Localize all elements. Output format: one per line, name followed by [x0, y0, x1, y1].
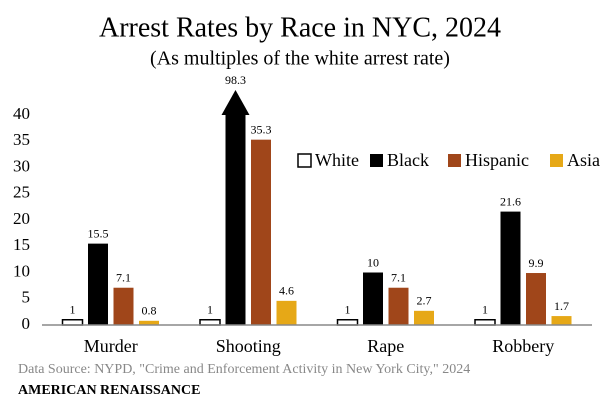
bar [551, 316, 572, 325]
brand: AMERICAN RENAISSANCE [18, 383, 200, 398]
value-label: 0.8 [142, 304, 157, 318]
y-tick-label: 25 [13, 183, 30, 202]
bar [276, 300, 297, 325]
y-tick-label: 5 [22, 288, 31, 307]
y-tick-label: 20 [13, 209, 30, 228]
bar [388, 287, 409, 325]
bar [61, 319, 84, 326]
bar [113, 287, 134, 325]
y-tick-label: 35 [13, 130, 30, 149]
value-label: 35.3 [251, 122, 272, 136]
legend-label: Asian [567, 150, 600, 170]
chart-title: Arrest Rates by Race in NYC, 2024 [99, 12, 501, 43]
value-label: 10 [367, 255, 379, 269]
value-label: 4.6 [279, 284, 294, 298]
y-tick-label: 0 [22, 314, 31, 333]
y-tick-label: 30 [13, 156, 30, 175]
x-tick-label: Rape [367, 336, 404, 356]
legend-swatch [297, 153, 312, 168]
bar [363, 272, 383, 325]
bar [474, 319, 496, 326]
legend-swatch [550, 154, 563, 167]
value-label: 7.1 [391, 270, 406, 284]
legend-label: Hispanic [465, 150, 529, 170]
bar [500, 211, 521, 325]
legend-swatch [370, 154, 383, 167]
y-tick-label: 15 [13, 235, 30, 254]
value-label: 1 [70, 303, 76, 317]
y-tick-label: 10 [13, 261, 30, 280]
bar [225, 115, 246, 326]
value-label: 1 [207, 303, 213, 317]
bar [526, 273, 546, 325]
value-label: 1.7 [554, 299, 569, 313]
y-tick-label: 40 [13, 104, 30, 123]
x-tick-label: Robbery [492, 336, 554, 356]
bars [61, 115, 572, 326]
source-note: Data Source: NYPD, "Crime and Enforcemen… [18, 362, 470, 377]
bar [199, 319, 221, 326]
value-label: 21.6 [500, 194, 521, 208]
legend-swatch [448, 154, 461, 167]
value-label: 9.9 [529, 256, 544, 270]
legend-label: White [315, 150, 359, 170]
value-label: 7.1 [116, 270, 131, 284]
bar [414, 310, 434, 325]
bar [88, 243, 108, 325]
value-label: 15.5 [88, 226, 109, 240]
x-tick-label: Shooting [216, 336, 281, 356]
value-label: 1 [345, 303, 351, 317]
chart-subtitle: (As multiples of the white arrest rate) [150, 48, 450, 70]
bar [336, 319, 359, 326]
x-tick-label: Murder [84, 336, 138, 356]
legend-label: Black [387, 150, 429, 170]
bar [139, 320, 159, 325]
value-label: 1 [482, 303, 488, 317]
value-label: 98.3 [225, 73, 246, 87]
bar [251, 139, 271, 325]
overflow-arrow [221, 90, 250, 115]
value-label: 2.7 [417, 294, 432, 308]
